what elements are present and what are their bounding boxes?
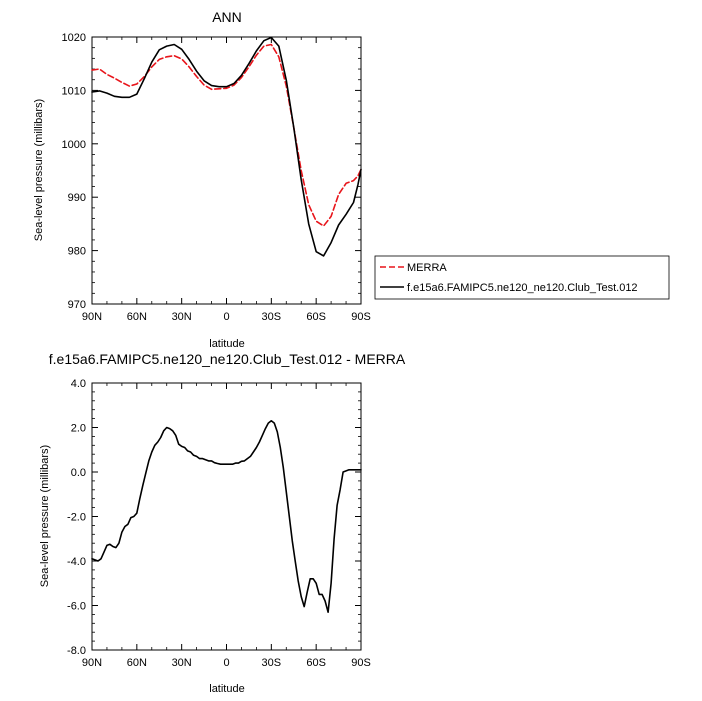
top-series-line-0 bbox=[91, 43, 362, 227]
bottom-y-tick-label: 4.0 bbox=[71, 378, 86, 390]
bottom-x-tick-label: 90S bbox=[351, 657, 371, 669]
top-x-tick-label: 90S bbox=[351, 311, 371, 323]
bottom-y-tick-label: -2.0 bbox=[67, 512, 86, 524]
top-axis-ticks: 90N 60N 30N 0 30S 60S 90S 970 980 990 1000 1010 1020 bbox=[62, 32, 371, 323]
bottom-series-group bbox=[91, 419, 362, 614]
top-y-tick-label: 980 bbox=[68, 246, 86, 258]
bottom-x-tick-label: 30N bbox=[172, 657, 192, 669]
top-y-tick-label: 1010 bbox=[62, 85, 86, 97]
top-y-tick-label: 990 bbox=[68, 192, 86, 204]
top-x-tick-label: 30N bbox=[172, 311, 192, 323]
legend-label-model: f.e15a6.FAMIPC5.ne120_ne120.Club_Test.01… bbox=[407, 282, 638, 294]
bottom-series-line-0 bbox=[91, 419, 362, 614]
legend-label-merra: MERRA bbox=[407, 262, 447, 274]
legend-frame bbox=[374, 255, 670, 300]
bottom-y-tick-label: -8.0 bbox=[67, 645, 86, 657]
top-y-tick-label: 1000 bbox=[62, 139, 86, 151]
bottom-axis-ticks: 90N 60N 30N 0 30S 60S 90S -8.0 -6.0 -4.0 -2.0 0.0 2.… bbox=[67, 378, 371, 669]
top-x-axis-title: latitude bbox=[209, 338, 244, 350]
top-plot-frame bbox=[91, 36, 362, 305]
bottom-y-tick-label: -6.0 bbox=[67, 601, 86, 613]
bottom-x-tick-label: 0 bbox=[223, 657, 229, 669]
bottom-x-tick-label: 90N bbox=[82, 657, 102, 669]
top-plot-title: ANN bbox=[212, 9, 242, 25]
top-y-axis-title: Sea-level pressure (millibars) bbox=[33, 99, 45, 241]
top-y-tick-label: 1020 bbox=[62, 32, 86, 44]
top-x-tick-label: 0 bbox=[223, 311, 229, 323]
bottom-y-axis-title: Sea-level pressure (millibars) bbox=[39, 445, 51, 587]
bottom-x-axis-title: latitude bbox=[209, 683, 244, 695]
bottom-x-tick-label: 60N bbox=[127, 657, 147, 669]
bottom-panel: f.e15a6.FAMIPC5.ne120_ne120.Club_Test.01… bbox=[39, 351, 406, 695]
top-series-line-1 bbox=[91, 36, 362, 257]
bottom-y-tick-label: -4.0 bbox=[67, 556, 86, 568]
top-y-tick-label: 970 bbox=[68, 299, 86, 311]
bottom-plot-title: f.e15a6.FAMIPC5.ne120_ne120.Club_Test.01… bbox=[49, 351, 406, 367]
bottom-x-tick-label: 60S bbox=[306, 657, 326, 669]
top-series-group bbox=[91, 36, 362, 257]
bottom-y-tick-label: 0.0 bbox=[71, 467, 86, 479]
top-x-tick-label: 60N bbox=[127, 311, 147, 323]
top-panel: ANN 90N 60N 30N 0 30S 60S 90S 970 980 990 1000 1010… bbox=[33, 9, 371, 350]
top-x-tick-label: 30S bbox=[262, 311, 282, 323]
bottom-y-tick-label: 2.0 bbox=[71, 423, 86, 435]
top-x-tick-label: 90N bbox=[82, 311, 102, 323]
bottom-x-tick-label: 30S bbox=[262, 657, 282, 669]
legend: MERRA f.e15a6.FAMIPC5.ne120_ne120.Club_T… bbox=[374, 255, 670, 300]
top-x-tick-label: 60S bbox=[306, 311, 326, 323]
